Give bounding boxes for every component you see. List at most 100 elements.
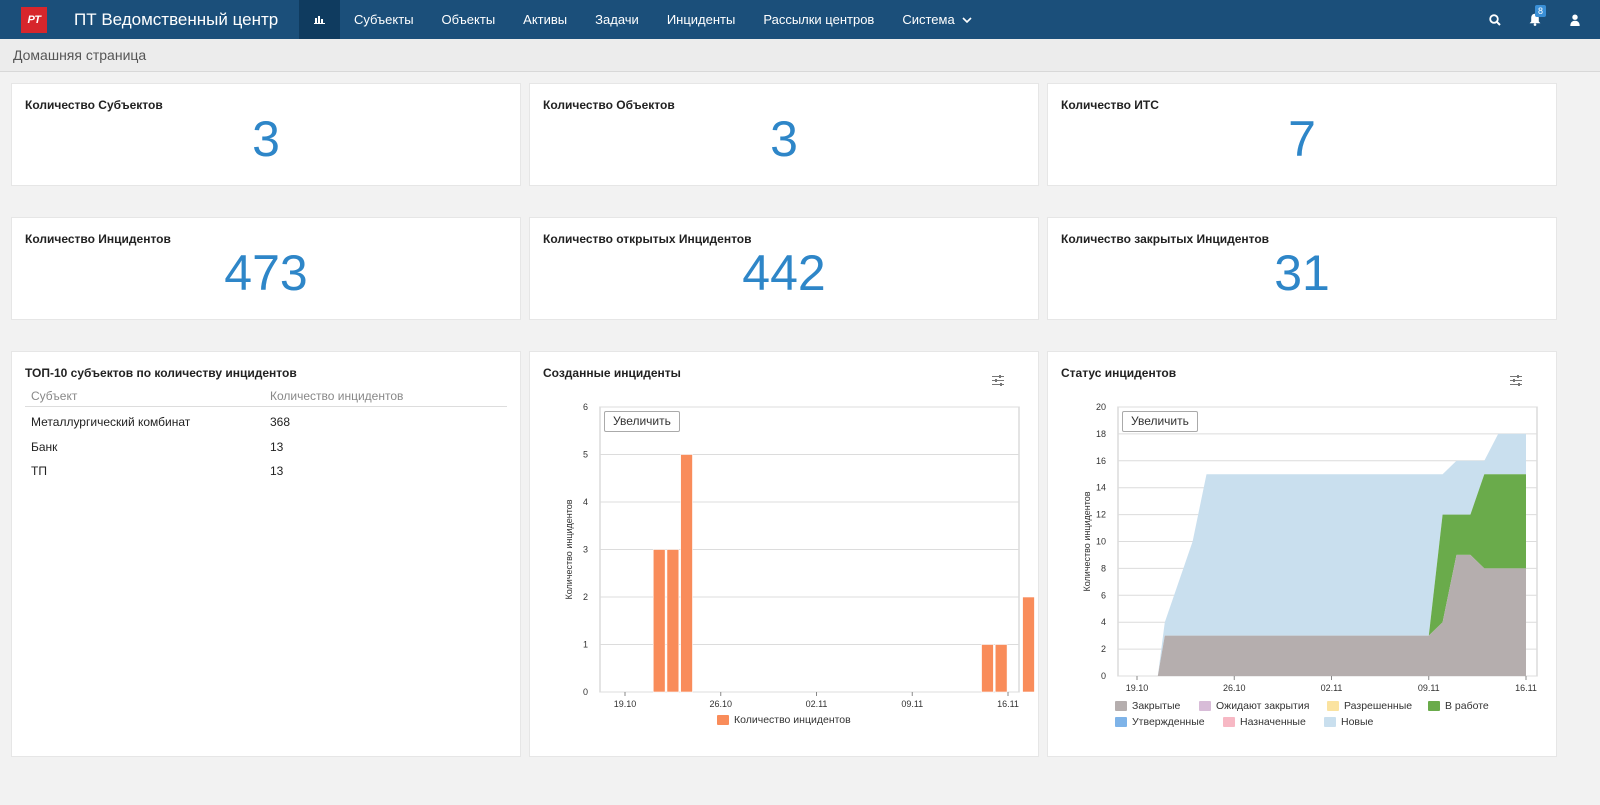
chart-settings-icon[interactable] xyxy=(992,375,1004,386)
stat-value: 7 xyxy=(1288,111,1316,167)
chevron-down-icon xyxy=(962,16,972,23)
breadcrumb: Домашняя страница xyxy=(0,39,1600,72)
table-row[interactable]: Металлургический комбинат 368 xyxy=(25,410,507,435)
notification-badge: 8 xyxy=(1534,5,1546,17)
y-tick-label: 14 xyxy=(1096,483,1106,493)
created-incidents-card: Созданные инциденты 0 1 2 3 4 5 6 19.10 26.10 02.… xyxy=(529,351,1039,757)
legend-label: Утвержденные xyxy=(1132,716,1205,728)
user-menu-button[interactable] xyxy=(1555,0,1595,39)
stat-card-incidents[interactable]: Количество Инцидентов 473 xyxy=(11,217,521,320)
search-button[interactable] xyxy=(1475,0,1515,39)
table-row[interactable]: Банк 13 xyxy=(25,435,507,460)
bar xyxy=(994,644,1008,693)
x-tick-label: 02.11 xyxy=(1321,683,1343,693)
chart-title: Созданные инциденты xyxy=(543,366,681,380)
stat-card-closed-incidents[interactable]: Количество закрытых Инцидентов 31 xyxy=(1047,217,1557,320)
legend-swatch xyxy=(1327,701,1339,711)
top10-table: Субъект Количество инцидентов Металлурги… xyxy=(25,385,507,484)
stat-title: Количество Инцидентов xyxy=(25,232,171,246)
stat-card-open-incidents[interactable]: Количество открытых Инцидентов 442 xyxy=(529,217,1039,320)
x-tick-label: 02.11 xyxy=(806,699,828,709)
y-tick-label: 3 xyxy=(583,545,588,555)
legend-item[interactable]: Назначенные xyxy=(1223,714,1324,730)
stat-value: 31 xyxy=(1274,245,1330,301)
cell-count: 368 xyxy=(270,415,291,430)
legend-swatch xyxy=(1324,717,1336,727)
y-tick-label: 16 xyxy=(1096,456,1106,466)
cell-count: 13 xyxy=(270,464,284,479)
stat-value: 3 xyxy=(770,111,798,167)
legend-item[interactable]: Разрешенные xyxy=(1327,698,1428,714)
top-actions: 8 xyxy=(1475,0,1600,39)
search-icon xyxy=(1489,13,1501,26)
nav-center-mailings[interactable]: Рассылки центров xyxy=(749,0,888,39)
y-axis-label: Количество инцидентов xyxy=(564,499,574,599)
column-header-count[interactable]: Количество инцидентов xyxy=(270,388,404,403)
chart-settings-icon[interactable] xyxy=(1510,375,1522,386)
nav-incidents[interactable]: Инциденты xyxy=(653,0,750,39)
chart-title: Статус инцидентов xyxy=(1061,366,1177,380)
cell-subject: Банк xyxy=(31,439,58,454)
legend-swatch xyxy=(1115,717,1127,727)
nav-subjects[interactable]: Субъекты xyxy=(340,0,428,39)
legend-label: В работе xyxy=(1445,700,1489,712)
bar xyxy=(981,644,994,693)
legend-item[interactable]: Утвержденные xyxy=(1115,714,1223,730)
legend-item[interactable]: Количество инцидентов xyxy=(717,714,851,726)
area-series xyxy=(1137,474,1526,676)
dashboard-icon xyxy=(314,16,325,24)
legend-item[interactable]: Закрытые xyxy=(1115,698,1199,714)
zoom-button[interactable]: Увеличить xyxy=(1122,411,1198,432)
top-bar: PT ПТ Ведомственный центр Субъекты Объек… xyxy=(0,0,1600,39)
legend-swatch xyxy=(1199,701,1211,711)
x-tick-label: 26.10 xyxy=(1223,683,1246,693)
nav-dashboard[interactable] xyxy=(299,0,340,39)
cell-subject: Металлургический комбинат xyxy=(31,415,191,430)
legend-label: Назначенные xyxy=(1240,716,1306,728)
nav-label: Объекты xyxy=(441,12,496,27)
legend-item[interactable]: В работе xyxy=(1428,698,1498,714)
nav-label: Активы xyxy=(523,12,568,27)
area-series xyxy=(1137,433,1526,676)
x-tick-label: 19.10 xyxy=(614,699,637,709)
nav-tasks[interactable]: Задачи xyxy=(581,0,653,39)
y-tick-label: 6 xyxy=(583,402,588,412)
column-header-subject[interactable]: Субъект xyxy=(31,388,78,403)
y-tick-label: 0 xyxy=(583,687,588,697)
user-icon xyxy=(1570,14,1580,26)
stat-title: Количество закрытых Инцидентов xyxy=(1061,232,1270,246)
nav-system[interactable]: Система xyxy=(888,0,985,39)
legend-label: Разрешенные xyxy=(1344,700,1413,712)
top10-card: ТОП-10 субъектов по количеству инциденто… xyxy=(11,351,521,757)
legend-label: Ожидают закрытия xyxy=(1216,700,1310,712)
nav-assets[interactable]: Активы xyxy=(509,0,581,39)
stat-card-objects[interactable]: Количество Объектов 3 xyxy=(529,83,1039,186)
app-logo[interactable]: PT xyxy=(21,6,47,33)
table-row[interactable]: ТП 13 xyxy=(25,459,507,484)
notifications-button[interactable]: 8 xyxy=(1515,0,1555,39)
main-nav: Субъекты Объекты Активы Задачи Инциденты… xyxy=(340,0,986,39)
y-tick-label: 20 xyxy=(1096,402,1106,412)
bar xyxy=(680,454,693,693)
legend-item[interactable]: Ожидают закрытия xyxy=(1199,698,1327,714)
y-tick-label: 5 xyxy=(583,450,588,460)
y-tick-label: 4 xyxy=(1101,617,1106,627)
x-tick-label: 16.11 xyxy=(1515,683,1537,693)
legend-swatch xyxy=(1115,701,1127,711)
area-chart: 0 2 4 6 8 10 12 14 16 18 20 19.10 26.10 02.11 09.11 16.… xyxy=(1082,402,1538,693)
y-tick-label: 1 xyxy=(583,640,588,650)
app-title[interactable]: ПТ Ведомственный центр xyxy=(74,9,279,29)
stat-title: Количество открытых Инцидентов xyxy=(543,232,752,246)
stat-card-subjects[interactable]: Количество Субъектов 3 xyxy=(11,83,521,186)
bar-chart: 0 1 2 3 4 5 6 19.10 26.10 02.11 09.11 16.11 Количест… xyxy=(564,402,1035,709)
nav-label: Задачи xyxy=(595,12,639,27)
x-tick-label: 09.11 xyxy=(1418,683,1440,693)
y-tick-label: 12 xyxy=(1096,510,1106,520)
chart-legend: Количество инцидентов xyxy=(717,714,851,726)
incident-status-card: Статус инцидентов 0 2 4 6 8 10 12 14 16 18 20 19.10… xyxy=(1047,351,1557,757)
zoom-button[interactable]: Увеличить xyxy=(604,411,680,432)
nav-objects[interactable]: Объекты xyxy=(428,0,510,39)
y-tick-label: 6 xyxy=(1101,590,1106,600)
stat-card-its[interactable]: Количество ИТС 7 xyxy=(1047,83,1557,186)
legend-item[interactable]: Новые xyxy=(1324,714,1384,730)
